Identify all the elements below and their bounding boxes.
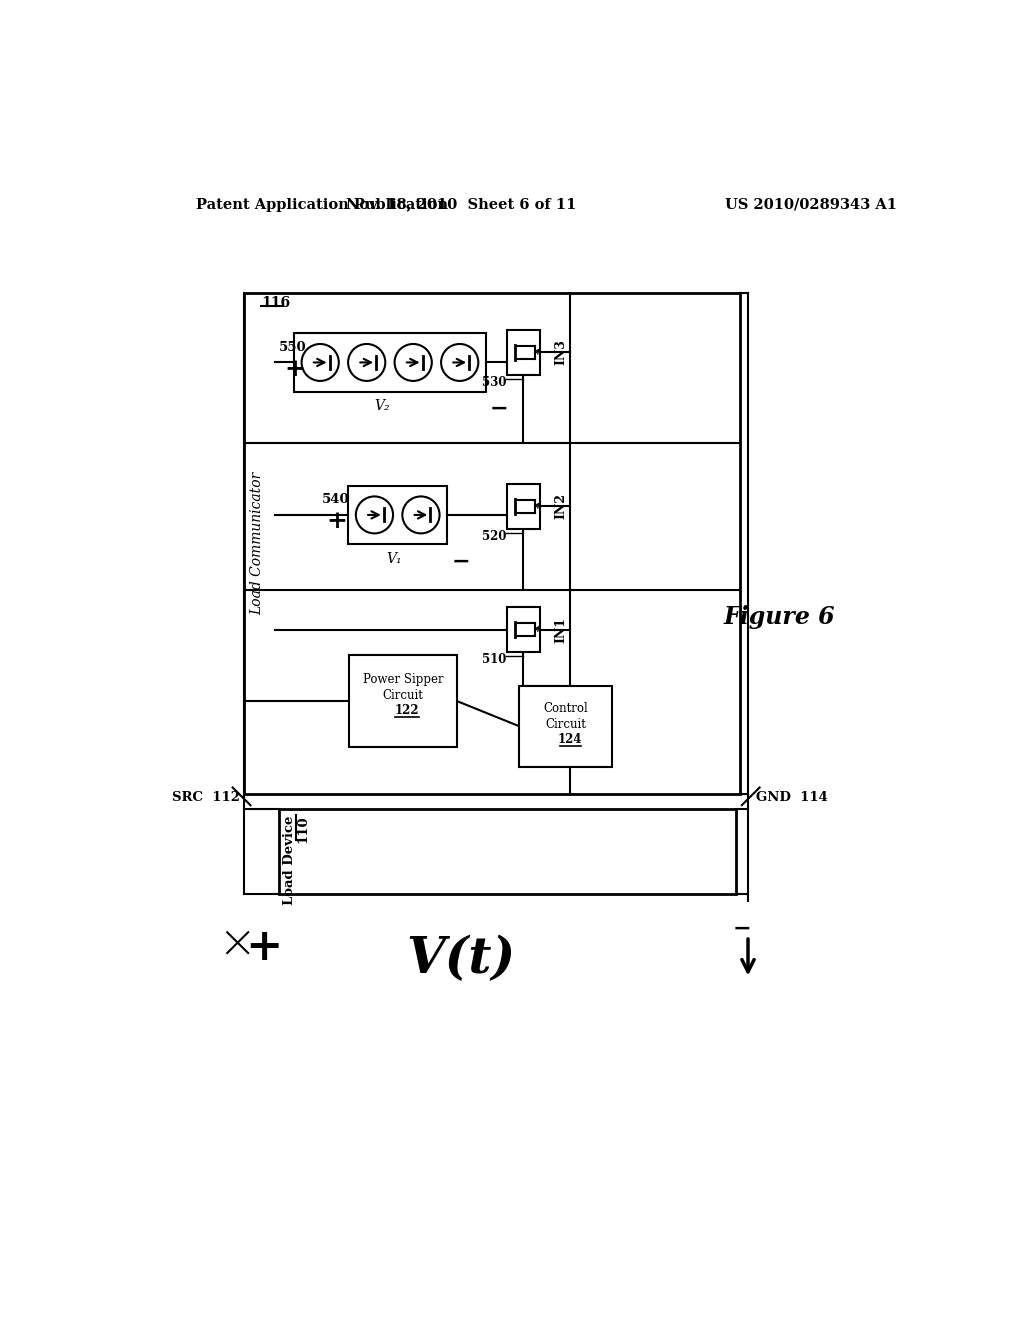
Bar <box>294 333 486 392</box>
Text: 530: 530 <box>481 376 506 388</box>
Text: Control: Control <box>544 702 588 715</box>
Text: −: − <box>732 917 752 940</box>
Text: IN1: IN1 <box>555 616 567 643</box>
Text: +: + <box>245 927 283 969</box>
Bar <box>280 809 736 894</box>
Bar <box>349 655 458 747</box>
Text: Circuit: Circuit <box>546 718 587 731</box>
Bar <box>507 330 540 375</box>
Text: 124: 124 <box>557 733 582 746</box>
Text: 540: 540 <box>322 492 349 506</box>
Text: SRC  112: SRC 112 <box>172 791 241 804</box>
Text: Figure 6: Figure 6 <box>723 605 835 628</box>
Text: Load Communicator: Load Communicator <box>251 471 264 615</box>
Circle shape <box>356 496 393 533</box>
Text: Power Sipper: Power Sipper <box>362 673 443 686</box>
Text: V₂: V₂ <box>375 400 390 413</box>
Text: 122: 122 <box>394 704 419 717</box>
Text: −: − <box>489 397 509 420</box>
Circle shape <box>402 496 439 533</box>
Text: −: − <box>452 550 470 573</box>
Text: +: + <box>327 510 348 533</box>
Text: GND  114: GND 114 <box>756 791 827 804</box>
Circle shape <box>348 345 385 381</box>
Bar <box>245 293 740 793</box>
Text: +: + <box>285 356 305 380</box>
Text: IN2: IN2 <box>555 494 567 520</box>
Text: 510: 510 <box>482 653 506 665</box>
Text: 520: 520 <box>481 529 506 543</box>
Bar <box>519 686 612 767</box>
Circle shape <box>394 345 432 381</box>
Text: US 2010/0289343 A1: US 2010/0289343 A1 <box>725 198 897 211</box>
Text: IN3: IN3 <box>555 339 567 366</box>
Circle shape <box>302 345 339 381</box>
Text: Circuit: Circuit <box>383 689 424 702</box>
Bar <box>348 486 447 544</box>
Text: V₁: V₁ <box>386 552 401 566</box>
Text: 116: 116 <box>261 296 291 310</box>
Text: V(t): V(t) <box>407 935 516 983</box>
Text: Load Device: Load Device <box>283 816 296 904</box>
Text: Nov. 18, 2010  Sheet 6 of 11: Nov. 18, 2010 Sheet 6 of 11 <box>346 198 577 211</box>
Bar <box>507 484 540 529</box>
Bar <box>507 607 540 652</box>
Text: Patent Application Publication: Patent Application Publication <box>197 198 449 211</box>
Circle shape <box>441 345 478 381</box>
Text: 110: 110 <box>296 816 309 843</box>
Text: 550: 550 <box>280 341 307 354</box>
